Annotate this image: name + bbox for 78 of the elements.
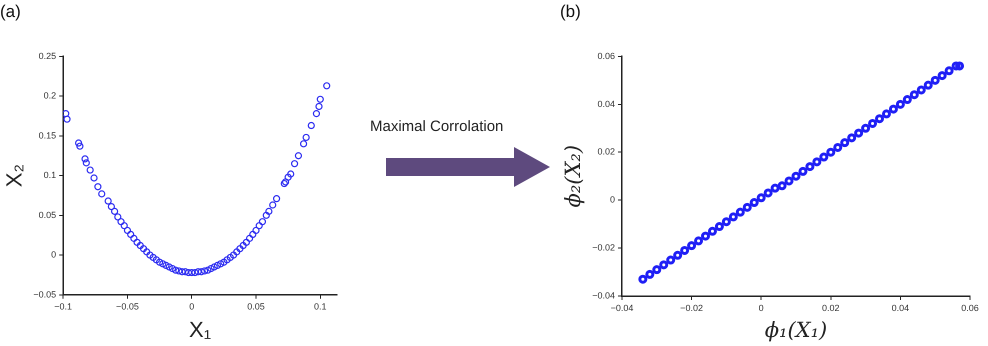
point	[944, 66, 954, 76]
point	[955, 61, 964, 70]
x-tick-label: 0	[189, 302, 194, 312]
point	[847, 133, 856, 142]
point	[784, 176, 794, 186]
point	[708, 226, 717, 236]
point	[764, 188, 773, 198]
y-tick-label: −0.04	[592, 290, 615, 300]
point	[833, 142, 842, 152]
point	[854, 128, 864, 138]
point	[666, 256, 676, 265]
point	[687, 241, 696, 250]
y-axis-title: ϕ₂(X₂)	[561, 144, 586, 208]
point	[736, 208, 745, 217]
point	[714, 222, 724, 232]
point	[770, 184, 780, 193]
point	[701, 232, 710, 241]
chart-title: (b)	[560, 2, 581, 21]
y-tick-label: 0.06	[597, 50, 615, 61]
point	[902, 95, 912, 104]
y-tick-label: 0.2	[44, 90, 56, 101]
point	[896, 100, 905, 109]
y-tick-label: 0.05	[38, 210, 56, 220]
x-tick-label: −0.02	[680, 302, 703, 313]
point	[659, 260, 668, 270]
y-tick-label: 0.04	[597, 98, 615, 109]
point	[638, 274, 648, 284]
point	[750, 198, 759, 208]
point	[722, 217, 731, 226]
point	[938, 71, 947, 80]
point	[930, 76, 940, 85]
point	[645, 270, 654, 279]
y-tick-label: −0.02	[592, 242, 615, 253]
point	[819, 152, 828, 162]
point	[924, 80, 933, 90]
point	[868, 118, 878, 128]
point	[778, 181, 787, 190]
x-tick-label: −0.04	[610, 302, 634, 313]
point	[875, 114, 884, 124]
point	[791, 172, 800, 181]
point	[742, 202, 752, 212]
point	[861, 124, 870, 133]
point	[888, 104, 898, 114]
point	[805, 162, 814, 172]
point	[694, 236, 704, 246]
y-tick-label: 0	[51, 250, 56, 260]
x-tick-label: 0.05	[247, 302, 265, 312]
point	[910, 90, 919, 100]
y-tick-label: 0.1	[44, 170, 56, 180]
point	[812, 157, 822, 166]
y-tick-label: 0.02	[597, 146, 615, 157]
chart-title: (a)	[0, 2, 21, 21]
y-axis-title: X₂	[1, 164, 26, 188]
point	[728, 212, 738, 222]
x-tick-label: 0.1	[314, 302, 327, 312]
point	[916, 85, 926, 94]
x-tick-label: −0.05	[116, 302, 139, 312]
point	[840, 138, 850, 148]
point	[952, 61, 961, 70]
x-axis-title: ϕ₁(X₁)	[764, 318, 828, 342]
point	[756, 193, 766, 202]
x-tick-label: 0	[758, 302, 764, 313]
x-axis-title: X₁	[189, 316, 212, 342]
x-tick-label: −0.1	[54, 302, 72, 312]
y-tick-label: 0.25	[38, 50, 56, 61]
point	[680, 246, 690, 255]
y-tick-label: 0	[610, 194, 615, 205]
text: Maximal Corrolation	[370, 118, 504, 135]
x-tick-label: 0.04	[892, 302, 910, 313]
y-tick-label: −0.05	[33, 289, 56, 300]
point	[652, 265, 662, 274]
x-tick-label: 0.06	[961, 302, 979, 313]
point	[826, 148, 836, 157]
x-tick-label: 0.02	[822, 302, 840, 313]
point	[798, 166, 808, 176]
point	[673, 250, 682, 260]
y-tick-label: 0.15	[38, 130, 56, 140]
point	[882, 109, 891, 118]
